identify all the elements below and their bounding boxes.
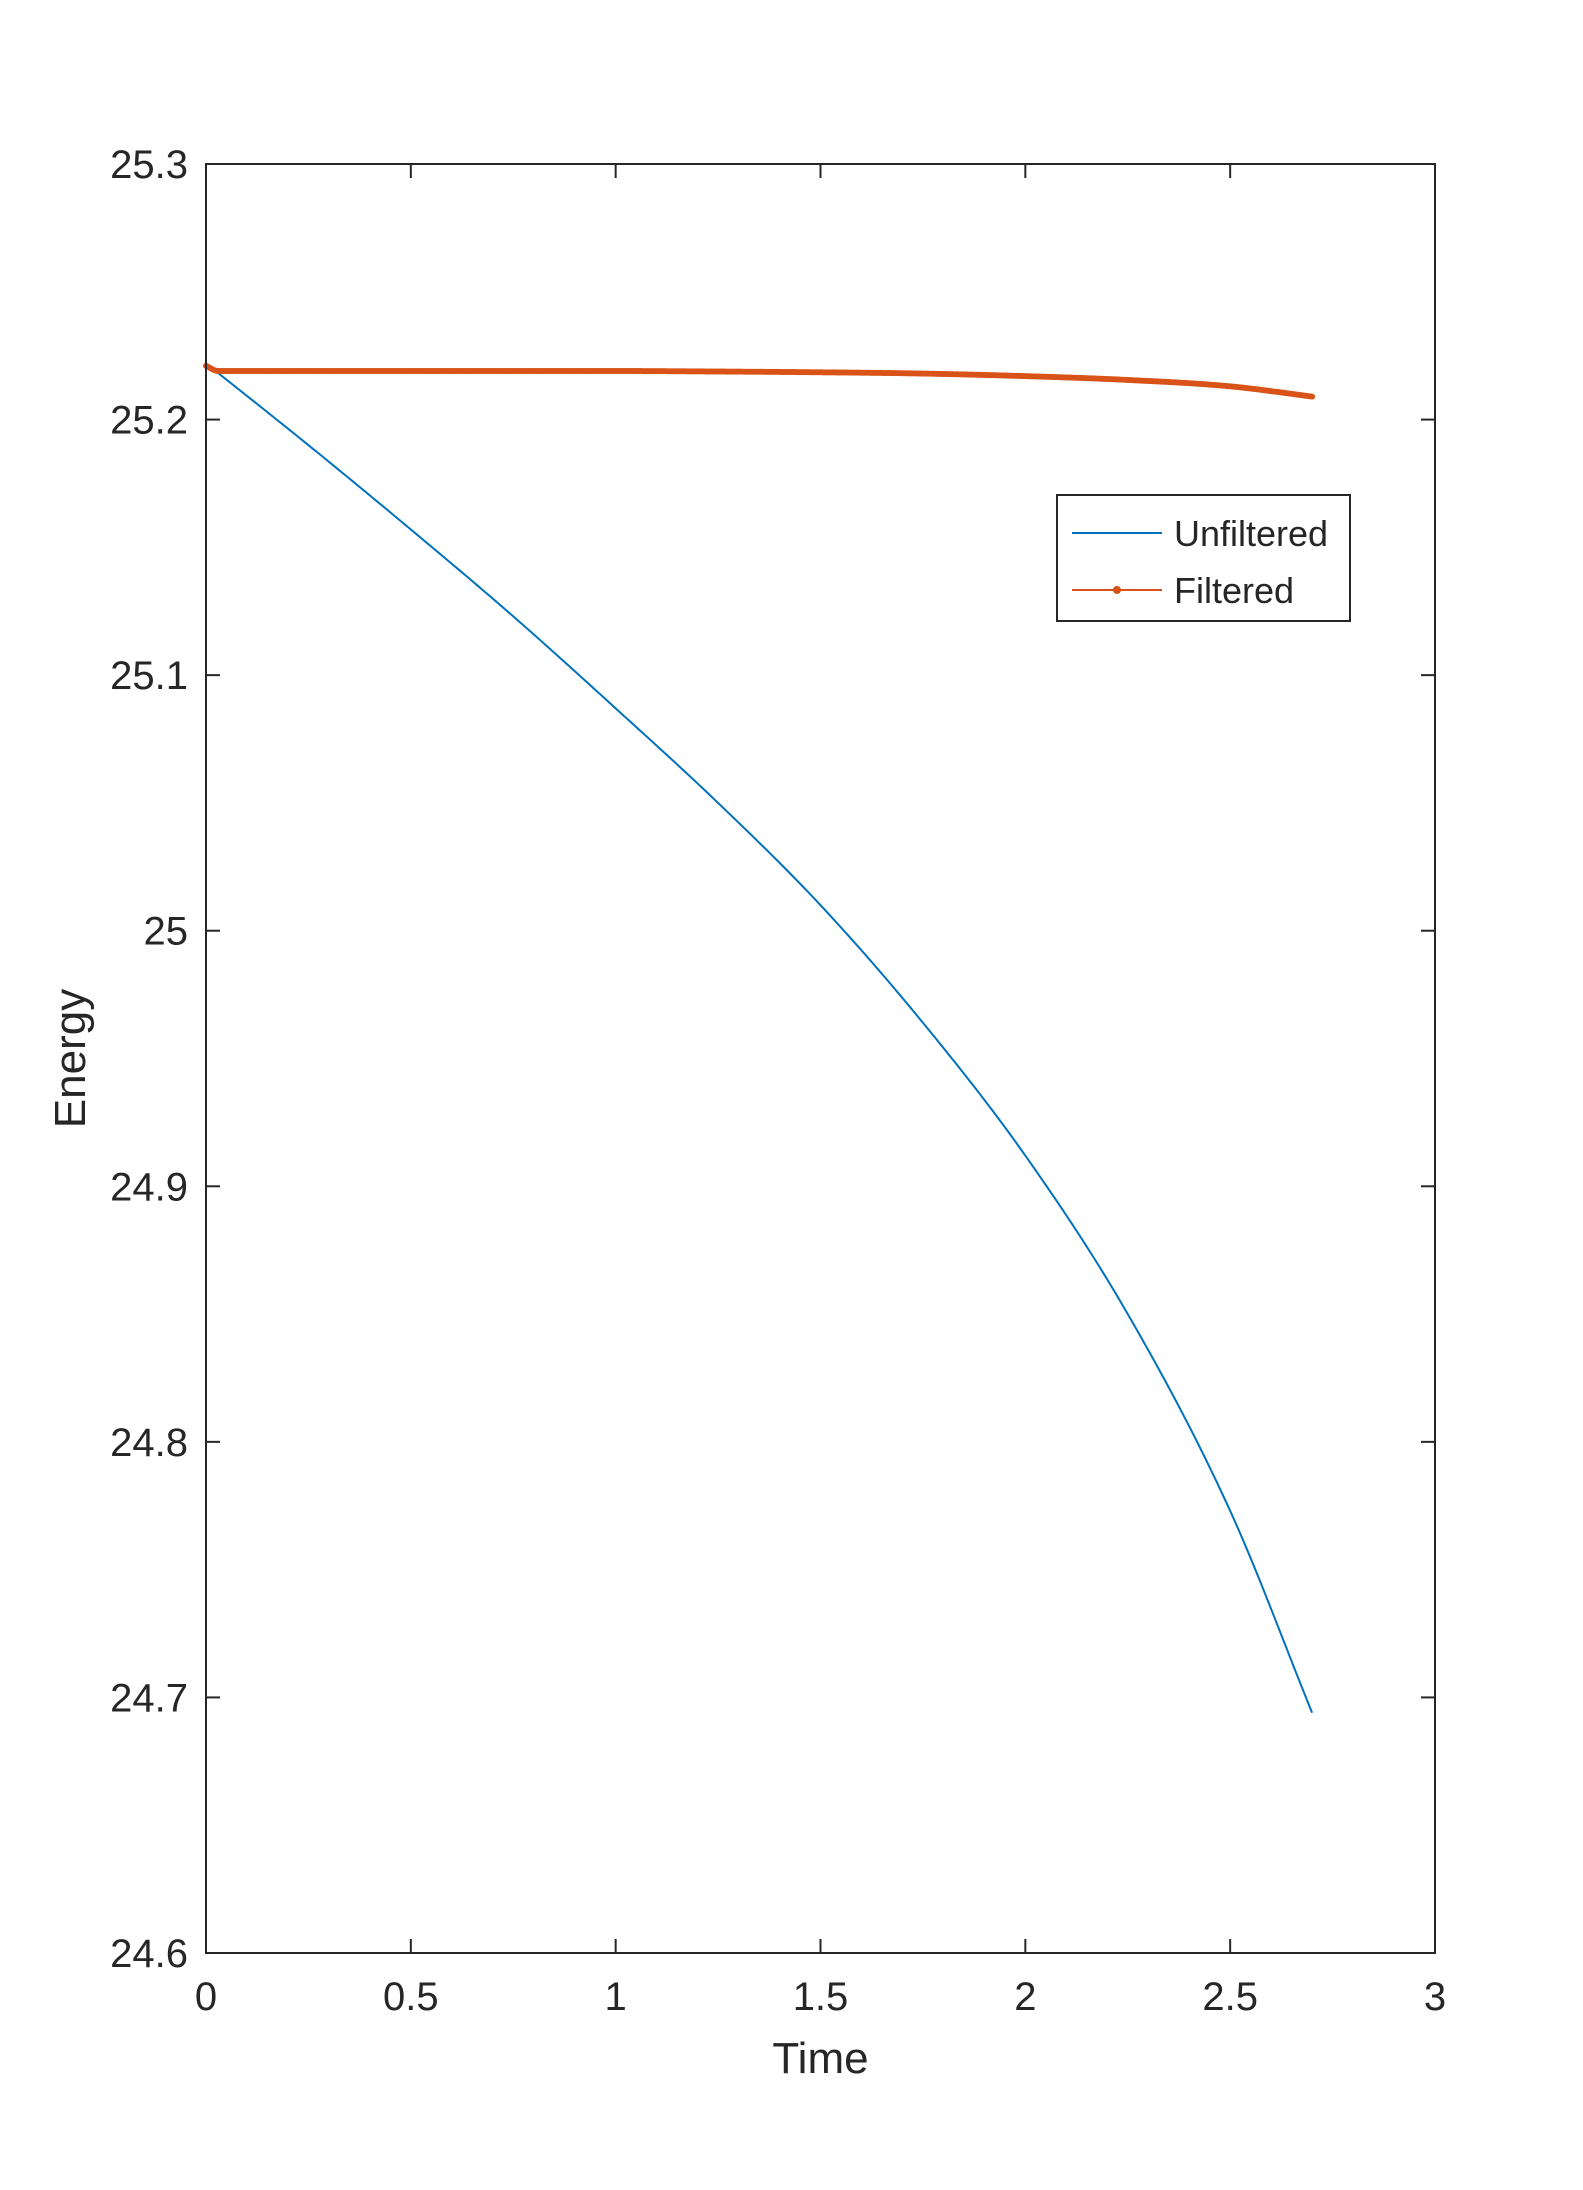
y-tick-label: 25.3 (110, 143, 188, 187)
series-line-unfiltered (205, 362, 1314, 1714)
y-tick-label: 25.2 (110, 399, 188, 443)
legend-label: Unfiltered (1174, 513, 1328, 554)
y-tick-label: 24.9 (110, 1165, 188, 1209)
legend-entry-unfiltered: Unfiltered (1072, 513, 1328, 554)
x-tick-label: 1 (605, 1975, 627, 2019)
y-tick-label: 24.7 (110, 1676, 188, 1720)
data-point (1309, 393, 1316, 400)
series-layer (203, 362, 1316, 1714)
series-filtered (203, 362, 1316, 400)
y-axis-label: Energy (46, 989, 95, 1128)
legend-entry-filtered: Filtered (1072, 570, 1294, 611)
legend-label: Filtered (1174, 570, 1294, 611)
x-axis-label: Time (772, 2034, 868, 2083)
y-tick-label: 25 (144, 910, 189, 954)
x-tick-label: 3 (1424, 1975, 1446, 2019)
y-tick-label: 25.1 (110, 654, 188, 698)
x-tick-label: 2 (1014, 1975, 1036, 2019)
x-tick-label: 0.5 (383, 1975, 439, 2019)
plot-background (206, 164, 1435, 1953)
legend-swatch-marker (1113, 586, 1121, 594)
ticks-layer: 0 0.5 1 1.5 2 2.5 3 24.6 24.7 24.8 24.9 25 25.1 25.2 2… (110, 143, 1446, 2019)
y-tick-label: 24.6 (110, 1932, 188, 1976)
x-tick-label: 1.5 (793, 1975, 849, 2019)
x-tick-label: 2.5 (1202, 1975, 1258, 2019)
series-unfiltered (205, 362, 1314, 1714)
legend-box (1056, 494, 1351, 622)
x-tick-label: 0 (195, 1975, 217, 2019)
legend: Unfiltered Filtered (1056, 494, 1351, 622)
plot-area (206, 164, 1435, 1953)
y-tick-label: 24.8 (110, 1421, 188, 1465)
